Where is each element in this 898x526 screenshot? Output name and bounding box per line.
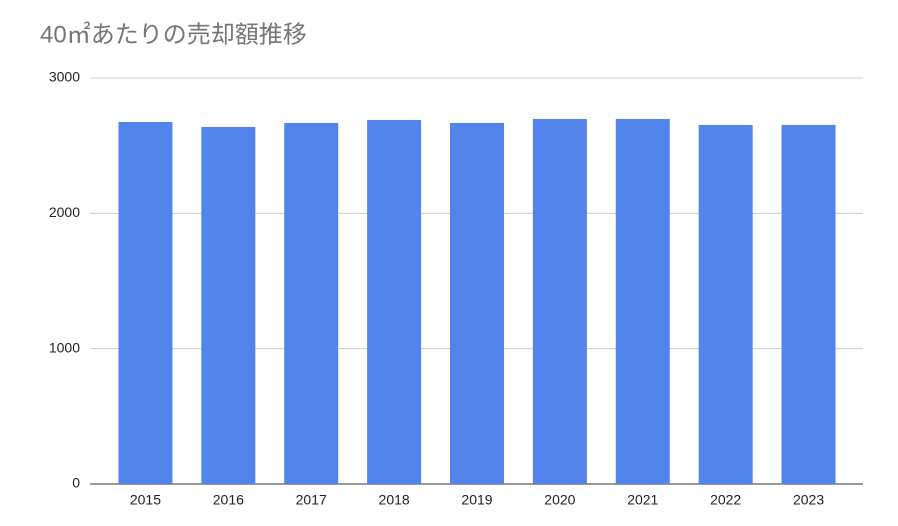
x-tick-label: 2018: [379, 492, 410, 508]
x-tick-label: 2020: [544, 492, 575, 508]
x-tick-label: 2016: [213, 492, 244, 508]
x-tick-label: 2023: [793, 492, 824, 508]
x-tick-label: 2017: [296, 492, 327, 508]
x-tick-label: 2022: [710, 492, 741, 508]
bar: [781, 124, 836, 484]
bar: [201, 126, 256, 485]
bar: [367, 119, 422, 484]
bar: [698, 124, 753, 484]
x-tick-label: 2019: [461, 492, 492, 508]
bar: [615, 119, 670, 485]
bar: [118, 121, 173, 484]
y-tick-label: 0: [72, 475, 80, 491]
chart-title: 40㎡あたりの売却額推移: [40, 21, 307, 48]
bar: [284, 122, 339, 484]
x-tick-label: 2021: [627, 492, 658, 508]
y-tick-label: 2000: [49, 204, 80, 220]
bar: [450, 122, 504, 484]
x-tick-label: 2015: [130, 492, 161, 508]
y-tick-label: 1000: [49, 339, 80, 355]
bar: [532, 119, 587, 485]
y-tick-label: 3000: [49, 69, 80, 85]
